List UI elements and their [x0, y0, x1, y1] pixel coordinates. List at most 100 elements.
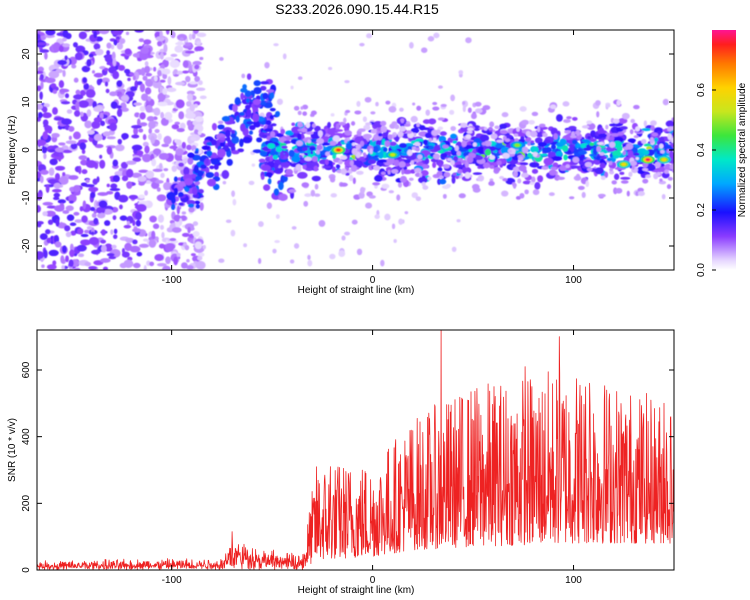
heatmap-cell [175, 81, 186, 86]
heatmap-cell [61, 265, 65, 270]
heatmap-cell [301, 127, 307, 133]
heatmap-cell [586, 122, 596, 130]
heatmap-cell [420, 170, 429, 177]
heatmap-cell [121, 132, 129, 140]
heatmap-cell [135, 211, 142, 221]
heatmap-cell [78, 155, 88, 161]
heatmap-cell [147, 96, 152, 102]
heatmap-cell [62, 69, 66, 78]
heatmap-cell [194, 64, 200, 70]
heatmap-cell [106, 61, 112, 66]
heatmap-cell [101, 244, 107, 253]
heatmap-cell [240, 123, 246, 132]
heatmap-cell [58, 153, 63, 157]
heatmap-cell [442, 144, 449, 149]
heatmap-cell [315, 148, 320, 155]
heatmap-cell [181, 232, 190, 237]
heatmap-cell [206, 178, 216, 187]
heatmap-cell [252, 113, 260, 122]
heatmap-cell [599, 162, 606, 169]
heatmap-cell [539, 123, 546, 128]
heatmap-cell [132, 157, 142, 162]
heatmap-cell [273, 43, 279, 47]
heatmap-cell [94, 144, 104, 149]
heatmap-cell [285, 168, 293, 176]
heatmap-cell [406, 130, 412, 134]
heatmap-cell [182, 70, 189, 74]
heatmap-cell [669, 163, 674, 170]
heatmap-cell [141, 93, 149, 101]
heatmap-cell [616, 99, 621, 106]
heatmap-cell [53, 192, 61, 198]
heatmap-cell [356, 100, 361, 107]
heatmap-cell [53, 234, 60, 244]
heatmap-cell [163, 168, 169, 172]
heatmap-cell [180, 215, 187, 221]
heatmap-cell [173, 176, 178, 183]
heatmap-cell [457, 168, 463, 174]
heatmap-cell [514, 143, 520, 147]
heatmap-cell [194, 76, 201, 82]
heatmap-cell [564, 129, 572, 134]
heatmap-cell [181, 141, 186, 149]
heatmap-cell [466, 130, 473, 134]
heatmap-cell [37, 171, 42, 179]
heatmap-cell [93, 117, 103, 123]
heatmap-cell [253, 86, 262, 95]
heatmap-cell [78, 165, 82, 175]
heatmap-cell [600, 175, 606, 181]
heatmap-cell [146, 115, 155, 122]
heatmap-cell [314, 183, 319, 190]
heatmap-cell [351, 121, 356, 126]
heatmap-cell [474, 101, 482, 107]
heatmap-cell [194, 241, 203, 250]
heatmap-cell [155, 36, 165, 42]
heatmap-cell [572, 156, 580, 163]
heatmap-cell [149, 215, 157, 223]
heatmap-cell [81, 215, 88, 223]
heatmap-cell [68, 194, 77, 203]
heatmap-cell [200, 164, 207, 169]
heatmap-cell [45, 184, 50, 193]
heatmap-cell [248, 124, 256, 131]
spectrogram-x-ticks: -100 0 100 [162, 30, 582, 286]
heatmap-cell [151, 230, 156, 240]
heatmap-cell [451, 176, 456, 184]
heatmap-cell [398, 218, 404, 225]
heatmap-cell [100, 120, 106, 127]
heatmap-cell [291, 226, 297, 230]
heatmap-cell [54, 205, 65, 212]
heatmap-cell [619, 171, 625, 175]
heatmap-cell [519, 192, 525, 199]
heatmap-cell [362, 133, 372, 139]
heatmap-cell [369, 148, 373, 155]
heatmap-cell [381, 138, 386, 146]
heatmap-cell [188, 65, 193, 72]
heatmap-cell [531, 146, 539, 153]
heatmap-cell [302, 111, 308, 116]
heatmap-cell [39, 91, 43, 100]
heatmap-cell [449, 109, 455, 115]
heatmap-cell [667, 133, 672, 141]
heatmap-cell [291, 122, 296, 127]
heatmap-cell [437, 167, 443, 172]
heatmap-cell [142, 75, 148, 81]
heatmap-cell [541, 166, 549, 170]
heatmap-cell [609, 168, 614, 172]
heatmap-cell [169, 237, 177, 242]
heatmap-cell [265, 89, 275, 93]
heatmap-cell [62, 172, 66, 177]
heatmap-cell [597, 129, 607, 134]
heatmap-cell [512, 166, 520, 173]
heatmap-cell [501, 190, 509, 197]
heatmap-cell [609, 170, 615, 175]
heatmap-cell [149, 261, 155, 267]
heatmap-cell [370, 111, 376, 115]
heatmap-cell [110, 44, 115, 50]
colorbar-ticks: 0.0 0.2 0.4 0.6 [696, 83, 716, 277]
heatmap-cell [263, 128, 273, 132]
heatmap-cell [129, 245, 141, 253]
heatmap-cell [136, 251, 143, 257]
heatmap-cell [399, 126, 406, 132]
heatmap-cell [157, 101, 168, 107]
